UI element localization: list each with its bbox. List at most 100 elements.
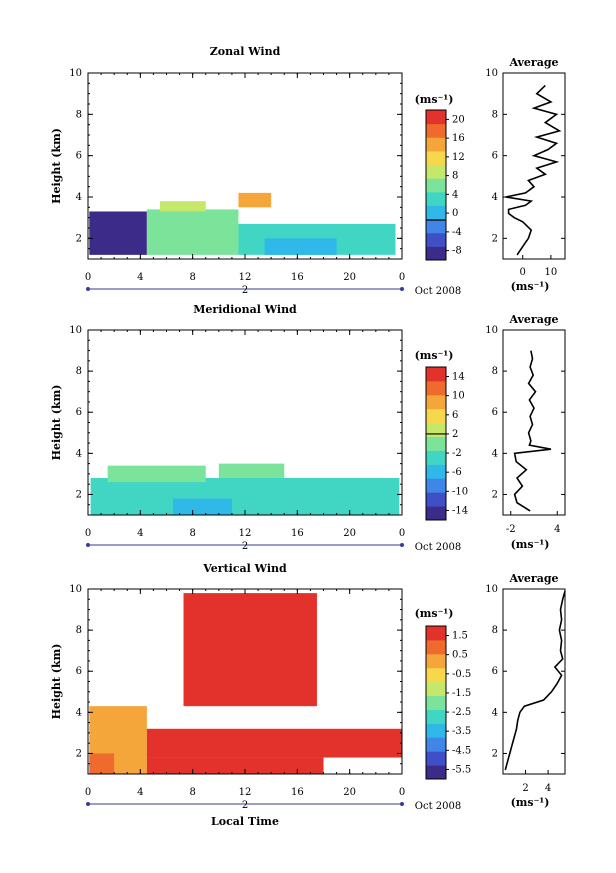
x-tick-label: 0 (85, 528, 91, 539)
y-tick-label: 2 (76, 233, 82, 244)
average-frame (502, 329, 566, 516)
colorbar-tick-label: 2 (452, 429, 458, 440)
average-frame (502, 588, 566, 775)
colorbar-swatch (426, 219, 446, 234)
day-bar-end (400, 543, 404, 547)
x-tick-label: 8 (189, 787, 195, 798)
average-x-label: (ms⁻¹) (511, 796, 550, 809)
average-y-tick-label: 2 (492, 233, 498, 244)
colorbar-tick-label: -10 (452, 486, 468, 497)
data-cell (264, 238, 337, 255)
average-y-tick-label: 8 (492, 109, 498, 120)
x-tick-label: 8 (189, 272, 195, 283)
x-tick-label: 8 (189, 528, 195, 539)
x-tick-label: 4 (137, 272, 143, 283)
average-y-tick-label: 4 (492, 707, 498, 718)
x-tick-label: 16 (291, 528, 304, 539)
x-tick-label: 20 (343, 787, 356, 798)
day-bar-end (400, 287, 404, 291)
colorbar-swatch (426, 191, 446, 206)
x-tick-label: 0 (85, 787, 91, 798)
colorbar-tick-label: 14 (452, 372, 465, 383)
data-cell (146, 757, 324, 774)
colorbar-swatch (426, 681, 446, 697)
colorbar-tick-label: 4 (452, 189, 458, 200)
colorbar-swatch (426, 205, 446, 220)
y-tick-label: 6 (76, 666, 82, 677)
average-y-tick-label: 10 (485, 584, 498, 595)
data-cell (146, 728, 402, 758)
colorbar-unit-label: (ms⁻¹) (415, 93, 454, 106)
colorbar-swatch (426, 506, 446, 521)
colorbar-swatch (426, 394, 446, 410)
x-tick-label: 20 (343, 272, 356, 283)
day-bar-start (86, 543, 90, 547)
x-tick-label: 16 (291, 787, 304, 798)
colorbar-swatch (426, 436, 446, 451)
colorbar-swatch (426, 765, 446, 780)
y-axis-label: Height (km) (50, 385, 63, 461)
colorbar-swatch (426, 150, 446, 166)
day-bar-end (400, 802, 404, 806)
colorbar-tick-label: 8 (452, 171, 458, 182)
data-cell (89, 211, 147, 255)
average-x-tick-label: 4 (545, 783, 551, 794)
colorbar-swatch (426, 709, 446, 724)
colorbar-frame (425, 625, 447, 780)
x-tick-label: 20 (343, 528, 356, 539)
average-y-tick-label: 4 (492, 192, 498, 203)
x-tick-label: 4 (137, 787, 143, 798)
day-label: 2 (242, 541, 248, 552)
average-y-tick-label: 2 (492, 489, 498, 500)
data-cell (89, 753, 115, 774)
panel-1-data (90, 463, 400, 515)
colorbar-swatch (426, 137, 446, 152)
average-x-label: (ms⁻¹) (511, 280, 550, 293)
average-y-tick-label: 10 (485, 68, 498, 79)
colorbar-tick-label: -4 (452, 227, 462, 238)
x-tick-label: 4 (137, 528, 143, 539)
y-tick-label: 10 (69, 584, 82, 595)
y-tick-label: 4 (76, 707, 82, 718)
average-x-label: (ms⁻¹) (511, 538, 550, 551)
y-tick-label: 4 (76, 448, 82, 459)
data-cell (90, 478, 400, 515)
average-y-tick-label: 6 (492, 151, 498, 162)
day-bar-start (86, 287, 90, 291)
y-tick-label: 8 (76, 366, 82, 377)
average-y-tick-label: 8 (492, 366, 498, 377)
colorbar-swatch (426, 478, 446, 493)
colorbar-tick-label: -2.5 (452, 707, 471, 718)
colorbar-swatch (426, 723, 446, 738)
colorbar-tick-label: -4.5 (452, 745, 471, 756)
x-tick-label: 0 (399, 272, 405, 283)
colorbar-swatch (426, 626, 446, 641)
colorbar-swatch (426, 408, 446, 424)
data-cell (238, 192, 272, 208)
colorbar-tick-label: -0.5 (452, 669, 471, 680)
y-tick-label: 10 (69, 68, 82, 79)
x-tick-label: 16 (291, 272, 304, 283)
y-tick-label: 10 (69, 325, 82, 336)
colorbar-swatch (426, 751, 446, 766)
average-title: Average (508, 56, 558, 69)
y-tick-label: 6 (76, 407, 82, 418)
x-tick-label: 12 (239, 787, 252, 798)
average-y-tick-label: 8 (492, 625, 498, 636)
data-cell (173, 498, 232, 515)
average-frame (502, 72, 566, 260)
average-title: Average (508, 572, 558, 585)
average-y-tick-label: 10 (485, 325, 498, 336)
colorbar-tick-label: -2 (452, 448, 462, 459)
colorbar-tick-label: 1.5 (452, 631, 468, 642)
y-tick-label: 6 (76, 151, 82, 162)
average-title: Average (508, 313, 558, 326)
colorbar-swatch (426, 380, 446, 396)
y-axis-label: Height (km) (50, 644, 63, 720)
x-tick-label: 12 (239, 272, 252, 283)
data-cell (159, 201, 206, 212)
day-label: 2 (242, 285, 248, 296)
colorbar-swatch (426, 653, 446, 669)
colorbar-swatch (426, 232, 446, 247)
